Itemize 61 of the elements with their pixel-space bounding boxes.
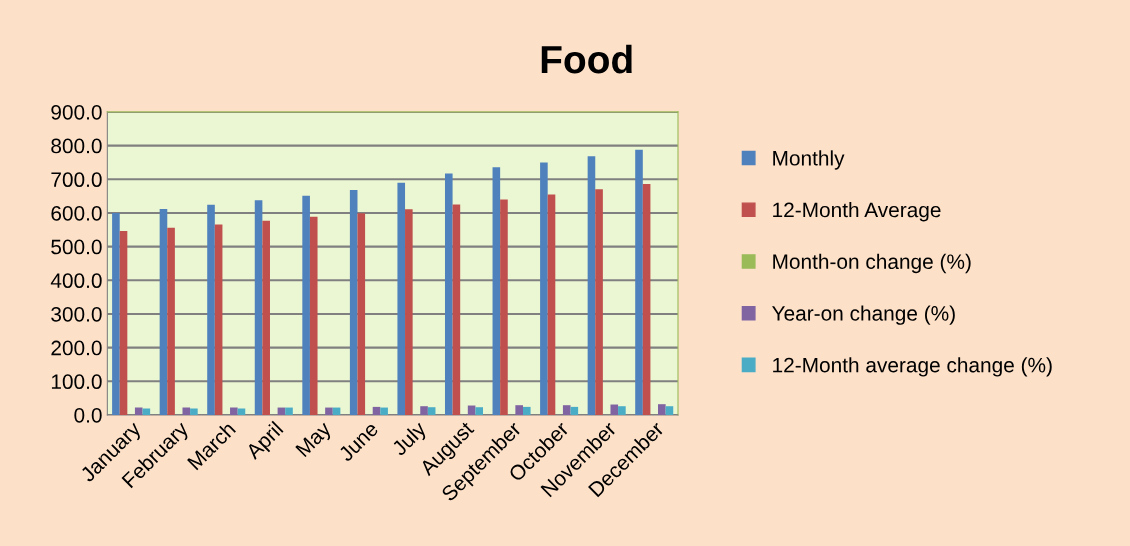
bar (285, 407, 293, 415)
bar (492, 167, 501, 415)
bar (658, 404, 666, 415)
bar (522, 406, 531, 415)
bar (515, 405, 523, 415)
bar (610, 404, 619, 415)
y-tick-label: 700.0 (51, 172, 102, 188)
bar (182, 407, 191, 415)
x-tick-label: May (295, 420, 336, 461)
legend-label: Monthly (773, 150, 845, 170)
bar (540, 162, 548, 415)
bar (134, 407, 143, 415)
bar (397, 182, 406, 415)
bar (302, 195, 310, 415)
bar (112, 212, 120, 415)
legend-label: Year-on change (%) (772, 305, 955, 325)
y-tick-label: 900.0 (51, 104, 102, 120)
bar (230, 407, 238, 415)
bar (159, 208, 168, 415)
bar (595, 189, 603, 415)
bar (254, 200, 263, 415)
bar (562, 405, 571, 415)
bar (349, 190, 358, 415)
bar (587, 156, 596, 415)
bar (380, 407, 388, 415)
bar (635, 149, 643, 415)
bar (427, 407, 436, 415)
bar (500, 199, 508, 415)
bar (190, 408, 198, 415)
legend-label: 12-Month Average (773, 202, 941, 222)
bar (372, 406, 381, 415)
y-tick-label: 800.0 (51, 138, 102, 154)
bar (665, 406, 674, 415)
y-tick-label: 0.0 (74, 407, 102, 423)
y-tick-label: 500.0 (51, 239, 102, 255)
chart-title: Food (541, 44, 632, 74)
bar (309, 216, 318, 415)
bar (325, 407, 333, 415)
bar (420, 406, 428, 415)
legend-label: 12-Month average change (%) (773, 357, 1052, 377)
bar (618, 406, 626, 415)
y-tick-label: 300.0 (51, 306, 102, 322)
bar (570, 406, 579, 415)
legend-label: Month-on change (%) (773, 253, 971, 274)
bar (475, 407, 484, 415)
bar (357, 213, 366, 415)
bar (452, 204, 461, 415)
bar (262, 220, 270, 415)
bar (214, 224, 223, 415)
y-tick-label: 600.0 (51, 205, 102, 221)
bar (642, 183, 651, 415)
y-tick-label: 400.0 (50, 273, 102, 289)
bar (444, 173, 453, 415)
bar (405, 209, 413, 415)
bar (547, 194, 556, 415)
x-tick-label: July (390, 419, 431, 460)
y-tick-label: 100.0 (51, 374, 102, 390)
bar (119, 231, 128, 415)
y-tick-label: 200.0 (51, 340, 102, 356)
bar (167, 227, 175, 415)
bar (207, 204, 215, 415)
